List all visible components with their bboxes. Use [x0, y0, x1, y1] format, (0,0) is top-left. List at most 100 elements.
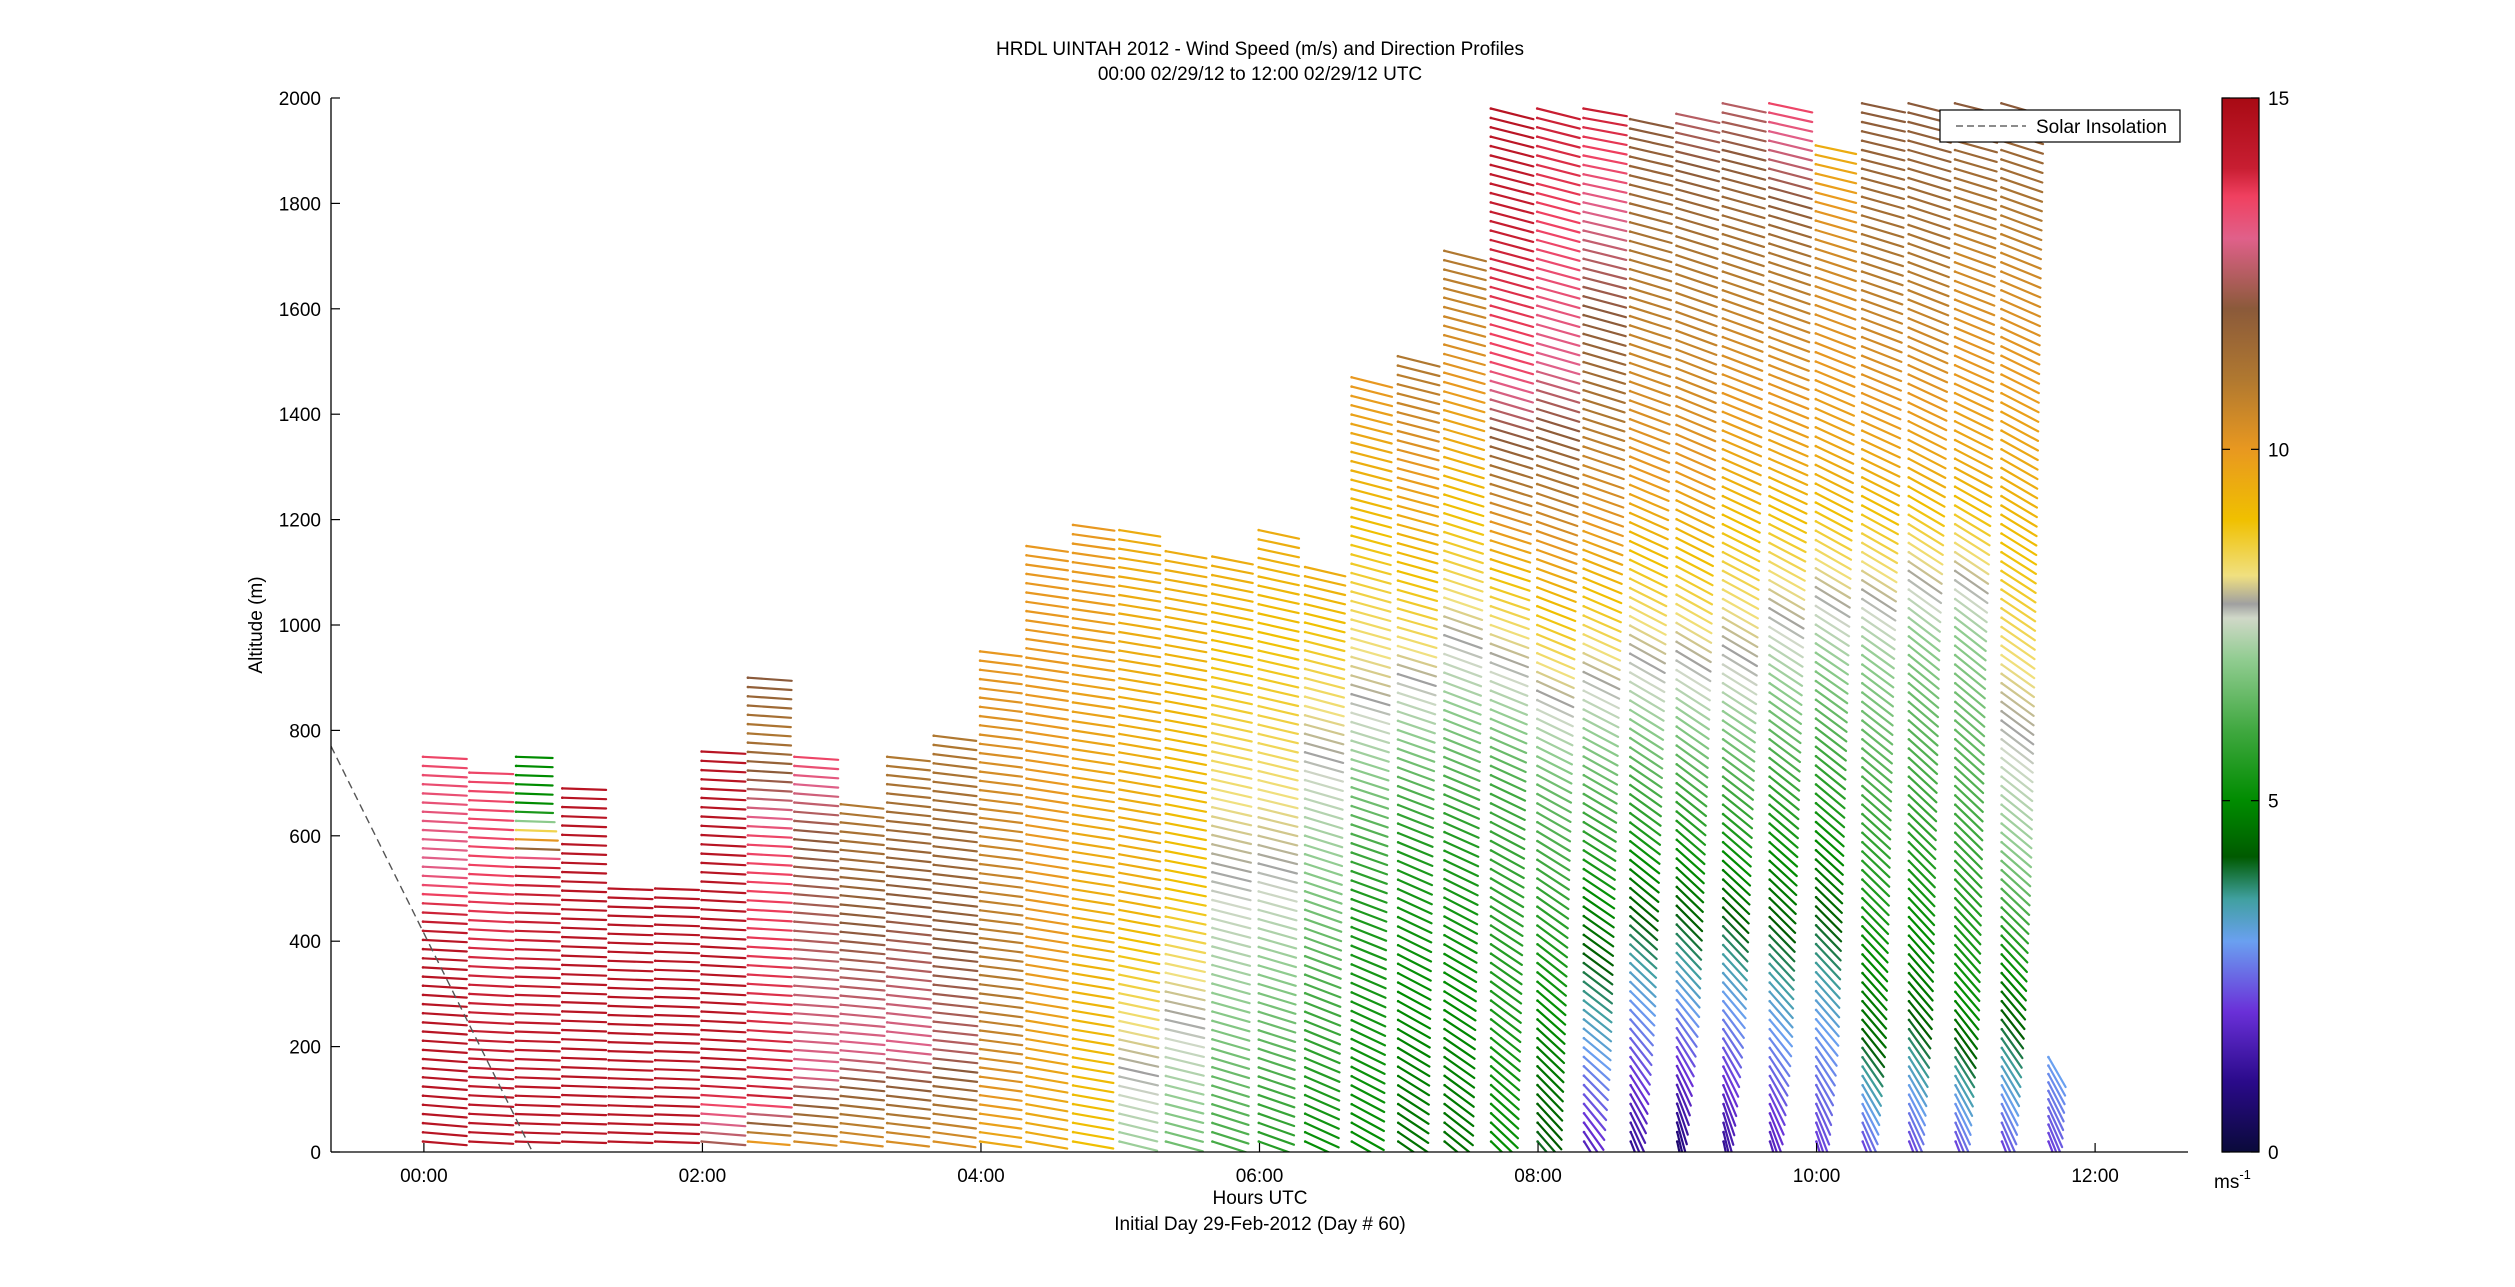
wind-barb [1907, 597, 1942, 624]
wind-barb-origin [1443, 324, 1446, 328]
wind-barb [839, 812, 885, 819]
wind-barb-origin [1582, 276, 1585, 279]
wind-barb-origin [1628, 539, 1632, 543]
wind-barb [1164, 756, 1208, 767]
wind-barb-origin [1721, 214, 1725, 217]
wind-barb [1118, 945, 1161, 956]
wind-barb [1907, 1000, 1933, 1031]
wind-barb-origin [607, 950, 610, 953]
wind-barb [1211, 815, 1253, 827]
wind-barb [1536, 501, 1579, 518]
wind-barb-origin [1535, 126, 1539, 129]
wind-barb-origin [1861, 728, 1864, 732]
wind-barb [793, 1030, 840, 1036]
wind-barb [746, 787, 793, 793]
wind-barb [1814, 482, 1854, 504]
wind-barb-origin [1721, 251, 1725, 255]
wind-barb [746, 889, 793, 895]
wind-barb [1722, 1093, 1737, 1127]
wind-barb-origin [1350, 1009, 1353, 1013]
wind-barb-origin [1025, 544, 1028, 548]
wind-barb-origin [746, 843, 750, 846]
wind-barb [1628, 164, 1674, 178]
wind-barb-origin [1396, 906, 1400, 910]
wind-barb [1907, 1093, 1927, 1127]
wind-barb [1257, 686, 1300, 698]
wind-barb [932, 752, 978, 761]
wind-barb-origin [1489, 764, 1493, 768]
wind-barb-origin [1628, 371, 1632, 374]
wind-barb [1350, 767, 1390, 782]
wind-barb-origin [746, 861, 750, 865]
wind-barb [654, 1131, 701, 1136]
wind-barb [1118, 853, 1162, 863]
wind-barb-origin [1118, 677, 1121, 680]
wind-barb [561, 796, 608, 801]
wind-barb [746, 741, 793, 747]
wind-barb-origin [1211, 685, 1214, 688]
wind-barb [1025, 805, 1069, 814]
wind-barb [1071, 981, 1115, 991]
wind-barb [932, 835, 978, 844]
wind-barb-origin [1907, 663, 1911, 666]
wind-barb [1164, 709, 1208, 720]
wind-barb-origin [1396, 775, 1400, 779]
wind-barb [1953, 448, 1993, 470]
wind-barb-origin [1164, 746, 1168, 750]
wind-barb-origin [1350, 879, 1353, 882]
wind-barb [932, 928, 979, 936]
wind-barb [1675, 357, 1718, 376]
wind-barb-origin [1350, 431, 1353, 435]
wind-barb-origin [1814, 482, 1818, 486]
wind-barb [1675, 508, 1715, 529]
wind-barb-origin [421, 1121, 425, 1125]
plot-area [331, 98, 2188, 1152]
wind-barb-origin [1675, 998, 1679, 1002]
wind-barb-origin [1768, 709, 1771, 713]
wind-barb-origin [1257, 649, 1260, 652]
wind-barb [1814, 830, 1845, 857]
wind-barb [1953, 438, 1994, 460]
wind-barb-origin [1211, 1000, 1214, 1004]
wind-barb-origin [421, 810, 425, 813]
wind-barb [1025, 842, 1069, 852]
wind-barb-origin [1629, 1083, 1632, 1087]
wind-barb-origin [1443, 999, 1446, 1003]
wind-barb-origin [885, 1021, 889, 1024]
wind-barb [1350, 394, 1394, 408]
wind-barb [1768, 859, 1798, 887]
wind-barb-origin [1443, 643, 1446, 646]
wind-barb-origin [1582, 379, 1585, 383]
wind-barb-origin [1814, 623, 1818, 626]
wind-barb-origin [1025, 786, 1028, 790]
wind-barb-origin [1535, 388, 1539, 392]
wind-barb-origin [1768, 672, 1771, 676]
wind-barb [1211, 926, 1252, 939]
wind-barb-origin [421, 782, 425, 786]
wind-barb [886, 993, 932, 1001]
wind-barb-origin [1396, 897, 1400, 900]
wind-barb-origin [1443, 1037, 1446, 1040]
wind-barb [1536, 464, 1580, 480]
wind-barb [561, 898, 608, 903]
wind-barb [793, 1039, 840, 1046]
wind-barb-origin [1582, 1102, 1586, 1106]
wind-barb [1675, 178, 1720, 192]
wind-barb [1768, 831, 1799, 859]
wind-barb-origin [1211, 1019, 1214, 1023]
wind-barb-origin [1907, 232, 1910, 236]
wind-barb [1164, 559, 1208, 569]
wind-barb-origin [607, 887, 610, 890]
wind-barb [607, 1131, 654, 1136]
wind-barb-origin [421, 1002, 425, 1006]
wind-barb [1489, 1140, 1504, 1152]
wind-barb [1814, 191, 1858, 204]
wind-barb-origin [1164, 1027, 1168, 1031]
wind-barb [1489, 905, 1524, 928]
wind-barb [1536, 1083, 1564, 1113]
wind-barb [1675, 329, 1718, 347]
wind-barb [561, 1093, 608, 1098]
wind-barb-origin [1582, 511, 1585, 514]
wind-barb [1396, 1028, 1431, 1049]
wind-barb [1861, 1018, 1887, 1049]
